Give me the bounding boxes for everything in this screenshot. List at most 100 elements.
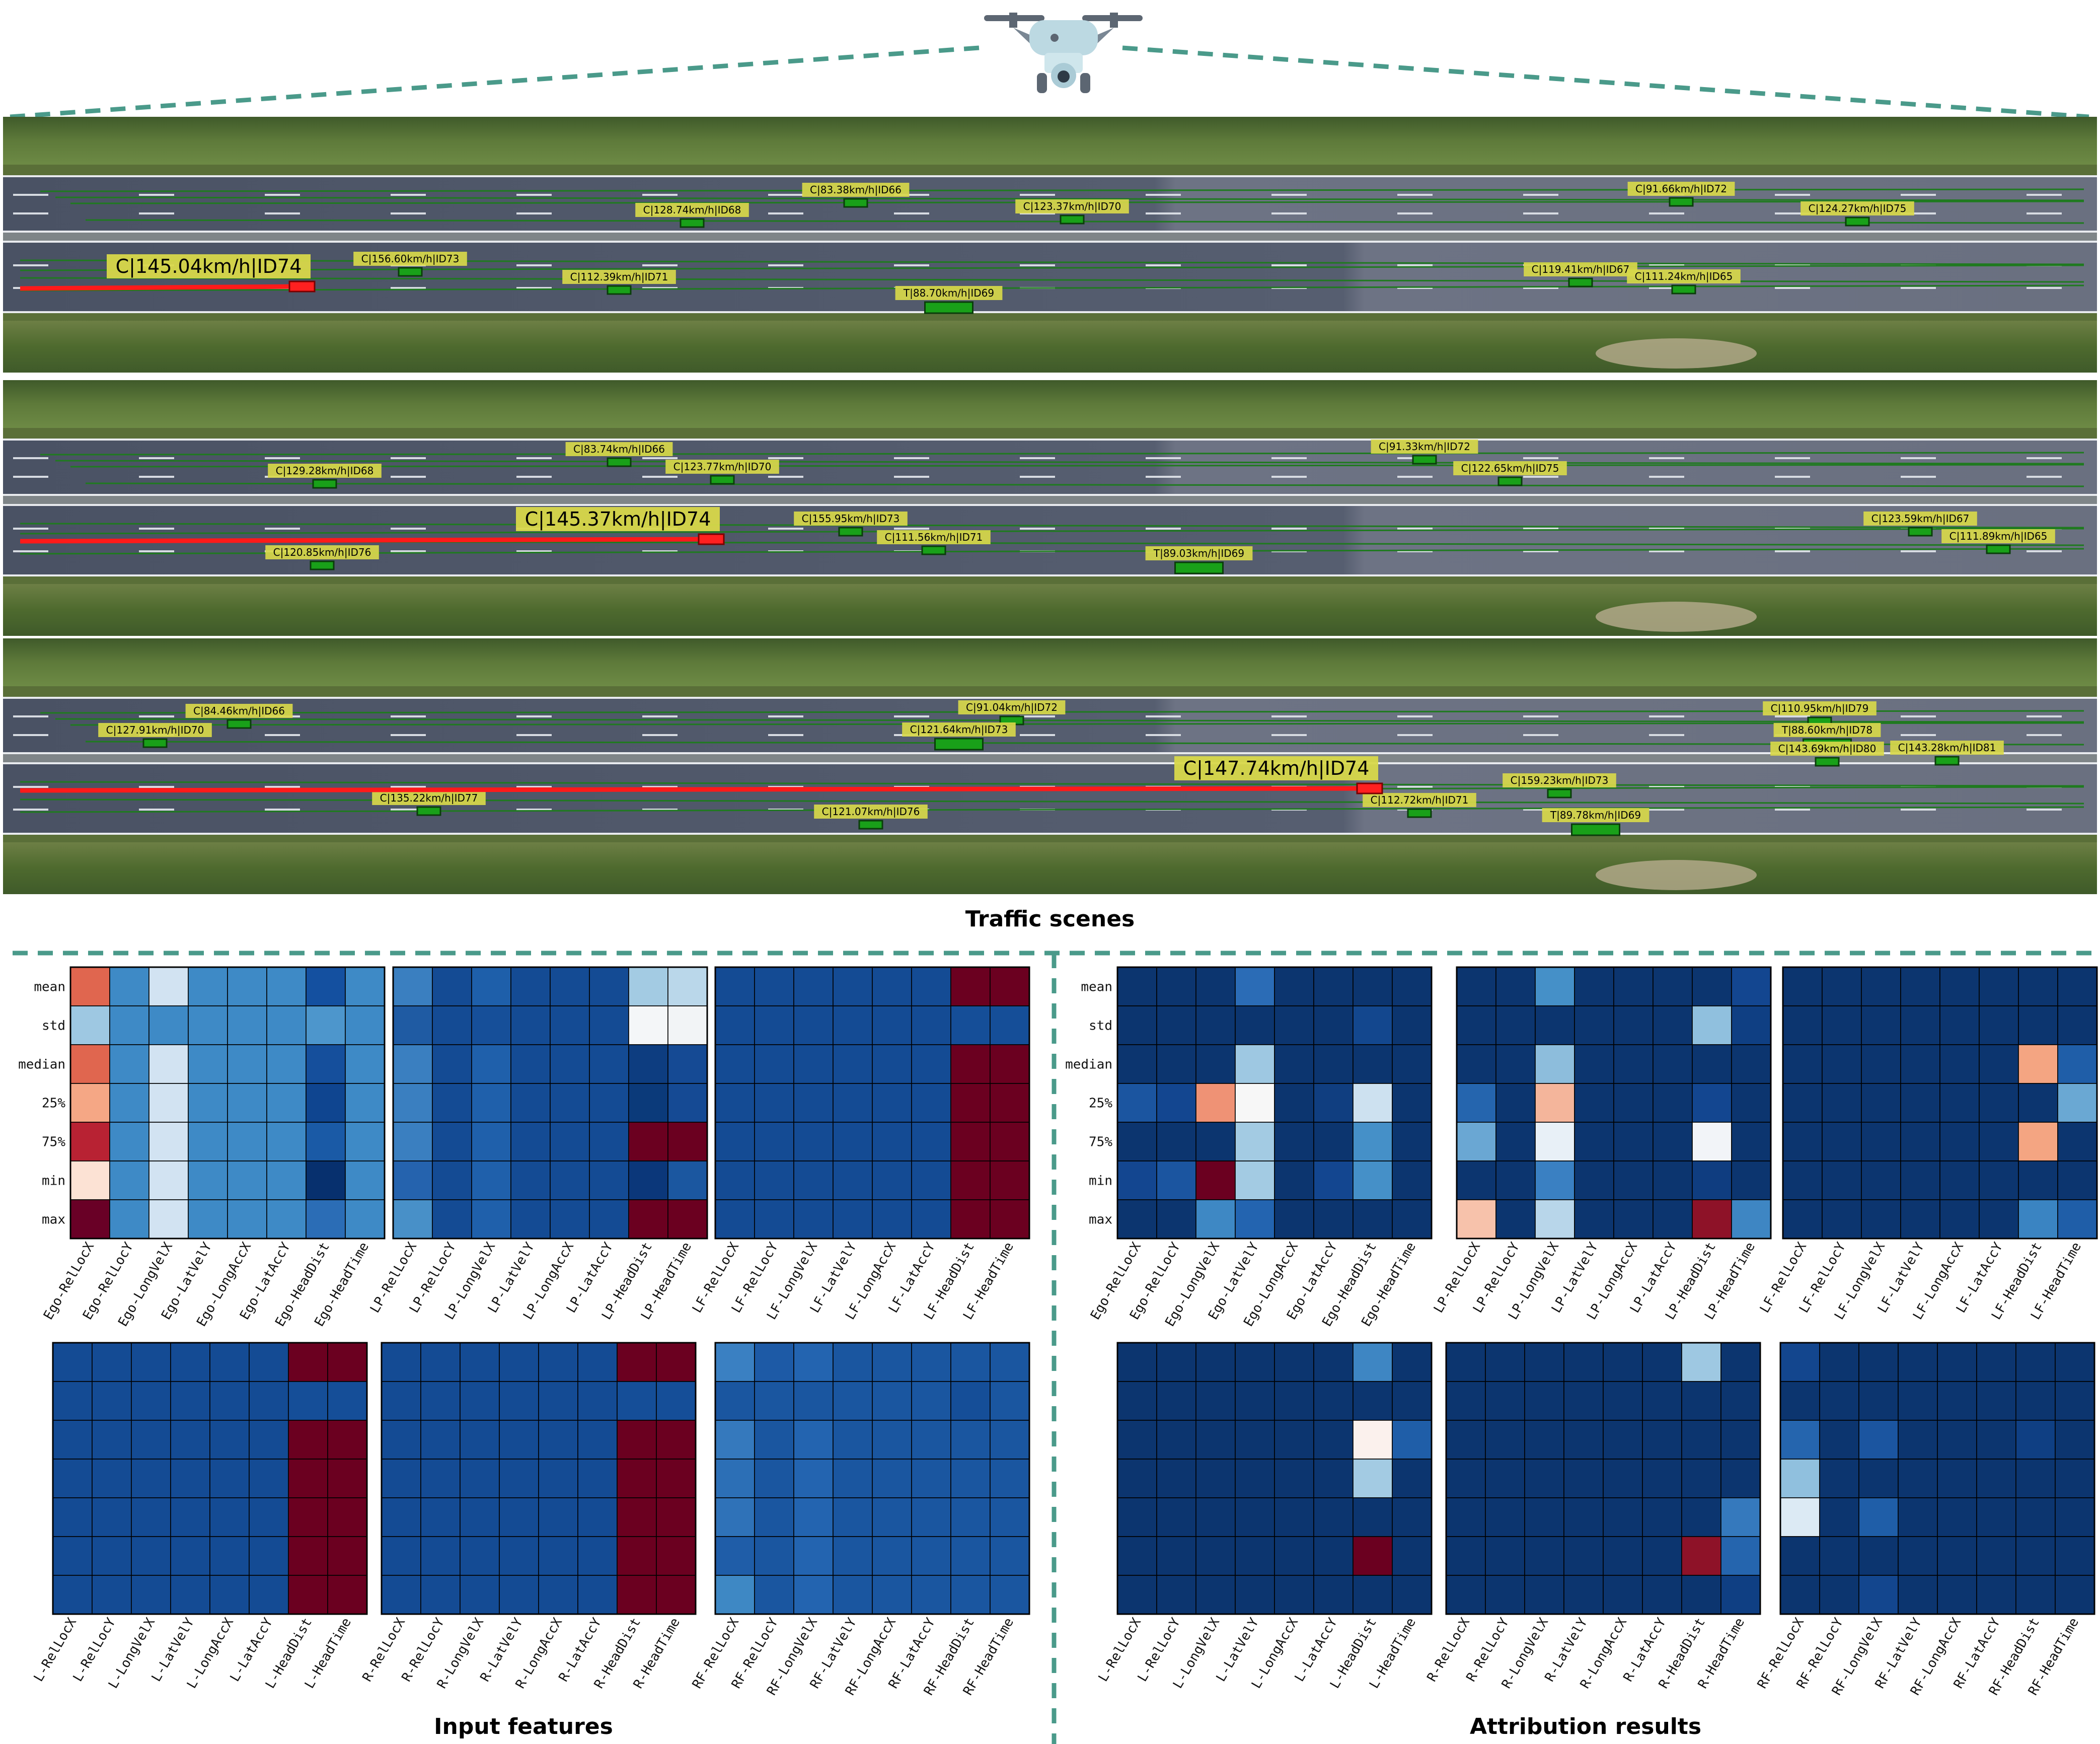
vehicle-label: C|127.91km/h|ID70 [106, 724, 204, 736]
heatmap-cell [2057, 1005, 2097, 1045]
heatmap-cell [1782, 1083, 1823, 1123]
heatmap-cell [1117, 1420, 1157, 1460]
trajectory-line [40, 452, 2084, 456]
heatmap-cell [1446, 1497, 1486, 1537]
heatmap-cell [1603, 1536, 1643, 1576]
heatmap-cell [538, 1342, 578, 1382]
road-median [3, 495, 2097, 505]
heatmap-cell [306, 1122, 346, 1161]
heatmap-cell [1692, 1122, 1732, 1161]
heatmap-cell [1117, 1575, 1157, 1615]
heatmap-cell [1485, 1381, 1525, 1421]
heatmap-cell [345, 1005, 385, 1045]
heatmap-cell [833, 1160, 873, 1200]
heatmap-cell [793, 1005, 834, 1045]
heatmap-cell [1195, 1122, 1236, 1161]
heatmap-cell [1485, 1575, 1525, 1615]
heatmap-cell [170, 1381, 210, 1421]
heatmap-cell [1156, 1005, 1196, 1045]
trajectory-line [40, 188, 2084, 192]
heatmap-cell [109, 1160, 149, 1200]
heatmap-cell [1235, 1122, 1275, 1161]
road-median [3, 753, 2097, 763]
heatmap-cell [1456, 1005, 1496, 1045]
input-heatmap-6: RF-RelLocXRF-RelLocYRF-LongVelXRF-LatVel… [690, 1342, 1030, 1698]
heatmap-cell [1937, 1536, 1977, 1576]
heatmap-cell [1117, 1459, 1157, 1498]
heatmap-cell [538, 1459, 578, 1498]
heatmap-cell [1274, 1199, 1314, 1239]
heatmap-cell [1976, 1536, 2016, 1576]
heatmap-cell [92, 1497, 132, 1537]
heatmap-cell [911, 1342, 951, 1382]
heatmap-cell [1392, 1381, 1432, 1421]
heatmap-cell [628, 1199, 668, 1239]
heatmap-cell [1780, 1381, 1820, 1421]
vehicle-label-bg [902, 722, 1016, 737]
heatmap-cell [1819, 1536, 1859, 1576]
heatmap-cell [1456, 1083, 1496, 1123]
trajectory-line [70, 722, 2084, 726]
heatmap-cell [1976, 1381, 2016, 1421]
heatmap-cell [1195, 1005, 1236, 1045]
heatmap-cell [1603, 1342, 1643, 1382]
heatmap-cell [1692, 1083, 1732, 1123]
heatmap-cell [538, 1536, 578, 1576]
heatmap-cell [1900, 1005, 1940, 1045]
heatmap-cell [148, 1044, 189, 1084]
vehicle-label-bg [353, 252, 467, 266]
heatmap-cell [510, 1005, 551, 1045]
heatmap-cell [1313, 1497, 1354, 1537]
heatmap-cell [1353, 1497, 1393, 1537]
heatmap-cell [499, 1459, 539, 1498]
vehicle-label: C|112.72km/h|ID71 [1371, 794, 1469, 806]
heatmap-cell [538, 1497, 578, 1537]
heatmap-cell [1274, 1536, 1314, 1576]
heatmap-cell [1692, 1044, 1732, 1084]
heatmap-cell [432, 967, 472, 1006]
heatmap-cell [1681, 1342, 1721, 1382]
heatmap-cell [1535, 1199, 1575, 1239]
vehicle-label-bg [185, 704, 293, 718]
heatmap-cell [420, 1575, 461, 1615]
heatmap-cell [460, 1497, 500, 1537]
heatmap-cell [589, 1083, 629, 1123]
vehicle: C|91.33km/h|ID72 [1371, 440, 1478, 465]
trajectory-line [20, 523, 2084, 529]
heatmap-cell [1535, 1005, 1575, 1045]
heatmap-cell [1653, 1122, 1693, 1161]
heatmap-cell [148, 1122, 189, 1161]
heatmap-cell [1313, 1381, 1354, 1421]
heatmap-cell [1156, 1083, 1196, 1123]
heatmap-cell [1195, 1575, 1236, 1615]
vehicle-box [1845, 216, 1870, 227]
heatmap-cell [1313, 1536, 1354, 1576]
vehicle-box [921, 545, 946, 555]
heatmap-cell [1563, 1381, 1604, 1421]
trajectory-line [20, 264, 2084, 271]
grass-bottom [3, 842, 2097, 894]
heatmap-cell [1603, 1575, 1643, 1615]
heatmap-cell [950, 1199, 991, 1239]
heatmap-cell [872, 1420, 912, 1460]
heatmap-cell [1392, 1575, 1432, 1615]
vehicle: C|121.64km/h|ID73 [902, 722, 1016, 751]
heatmap-cell [990, 1083, 1030, 1123]
heatmap-cell [471, 967, 511, 1006]
heatmap-cell [715, 1083, 755, 1123]
heatmap-frame [69, 966, 386, 1240]
vehicle-box [838, 527, 863, 537]
heatmap-cell [1819, 1342, 1859, 1382]
heatmap-cell [1861, 1083, 1901, 1123]
vehicle: C|127.91km/h|ID70 [98, 723, 212, 748]
vehicle-label: T|89.78km/h|ID69 [1550, 809, 1641, 821]
vehicle-label-bg [565, 442, 673, 456]
heatmap-cell [1353, 1420, 1393, 1460]
heatmap-frame [714, 966, 1030, 1240]
heatmap-cell [1858, 1497, 1899, 1537]
heatmap-cell [1274, 1381, 1314, 1421]
heatmap-cell [510, 1083, 551, 1123]
vehicle-label: C|124.27km/h|ID75 [1809, 202, 1907, 214]
heatmap-cell [393, 1044, 433, 1084]
heatmap-cell [1979, 1199, 2019, 1239]
